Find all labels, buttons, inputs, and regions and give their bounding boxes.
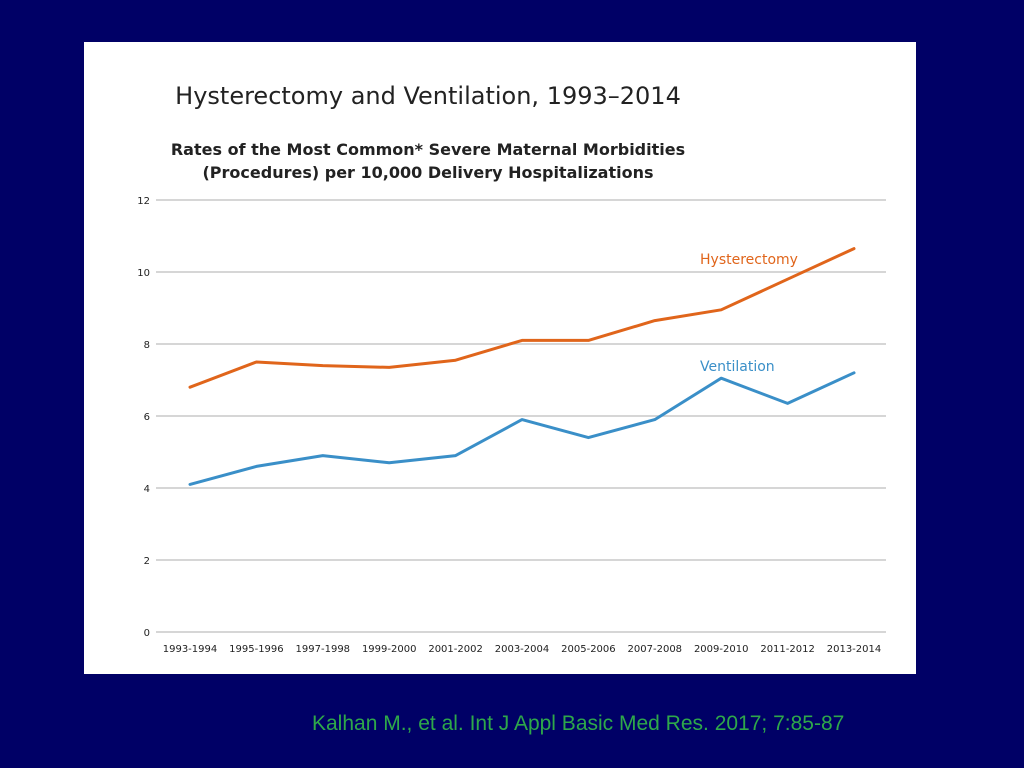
y-tick-label: 12 bbox=[137, 196, 150, 207]
x-tick-label: 1997-1998 bbox=[296, 644, 351, 655]
y-tick-label: 10 bbox=[137, 268, 150, 279]
x-tick-label: 2003-2004 bbox=[495, 644, 550, 655]
y-tick-label: 6 bbox=[144, 412, 150, 423]
chart-subtitle-line2: (Procedures) per 10,000 Delivery Hospita… bbox=[202, 163, 653, 182]
y-axis-ticks: 0 2 4 6 8 10 12 bbox=[137, 196, 150, 639]
y-tick-label: 8 bbox=[144, 340, 150, 351]
x-tick-label: 2013-2014 bbox=[827, 644, 882, 655]
series-line-ventilation bbox=[188, 371, 856, 486]
series-label-hysterectomy: Hysterectomy bbox=[700, 252, 798, 268]
x-axis-ticks: 1993-1994 1995-1996 1997-1998 1999-2000 2001… bbox=[163, 644, 882, 655]
x-tick-label: 2009-2010 bbox=[694, 644, 749, 655]
chart-title: Hysterectomy and Ventilation, 1993–2014 bbox=[175, 82, 681, 110]
x-tick-label: 2011-2012 bbox=[760, 644, 815, 655]
y-tick-label: 2 bbox=[144, 556, 150, 567]
y-tick-label: 0 bbox=[144, 628, 150, 639]
x-tick-label: 2005-2006 bbox=[561, 644, 616, 655]
x-tick-label: 1999-2000 bbox=[362, 644, 417, 655]
gridlines bbox=[156, 199, 886, 633]
x-tick-label: 1993-1994 bbox=[163, 644, 218, 655]
chart-panel: Hysterectomy and Ventilation, 1993–2014 … bbox=[84, 42, 916, 674]
series-line-hysterectomy bbox=[188, 247, 856, 389]
y-tick-label: 4 bbox=[144, 484, 150, 495]
x-tick-label: 2007-2008 bbox=[628, 644, 683, 655]
citation: Kalhan M., et al. Int J Appl Basic Med R… bbox=[312, 712, 845, 735]
series-label-ventilation: Ventilation bbox=[700, 359, 775, 375]
chart-subtitle-line1: Rates of the Most Common* Severe Materna… bbox=[171, 140, 685, 159]
series-lines bbox=[188, 247, 856, 486]
series-labels: Hysterectomy Ventilation bbox=[700, 252, 798, 375]
x-tick-label: 1995-1996 bbox=[229, 644, 284, 655]
line-chart: Hysterectomy and Ventilation, 1993–2014 … bbox=[137, 82, 886, 655]
x-tick-label: 2001-2002 bbox=[428, 644, 483, 655]
